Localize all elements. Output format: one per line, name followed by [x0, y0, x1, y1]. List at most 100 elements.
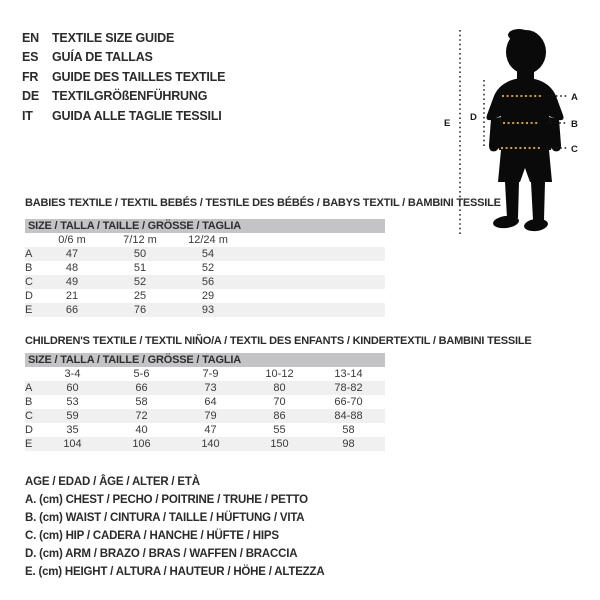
- cell: 50: [133, 248, 147, 260]
- lang-row-fr: FR GUIDE DES TAILLES TEXTILE: [22, 68, 225, 87]
- table-row: C 59 72 79 86 84-88: [25, 409, 385, 423]
- figure-label-e: E: [444, 118, 450, 129]
- language-title-list: EN TEXTILE SIZE GUIDE ES GUÍA DE TALLAS …: [22, 29, 225, 126]
- cell: 48: [65, 262, 79, 274]
- corner-cell: [25, 233, 38, 247]
- cell: 40: [135, 424, 148, 436]
- cell: 80: [273, 382, 286, 394]
- table-row: D 21 25 29: [25, 289, 385, 303]
- table-row: C 49 52 56: [25, 275, 385, 289]
- babies-table-block: SIZE / TALLA / TAILLE / GRÖSSE / TAGLIA …: [25, 219, 385, 317]
- cell: 54: [201, 248, 215, 260]
- children-col-header: 7-9: [176, 367, 245, 381]
- children-col-header: 5-6: [107, 367, 176, 381]
- filler-cell: [242, 303, 385, 317]
- lang-code: DE: [22, 89, 39, 104]
- cell: 150: [270, 438, 289, 450]
- children-col-header: 13-14: [314, 367, 383, 381]
- lang-row-es: ES GUÍA DE TALLAS: [22, 48, 225, 67]
- table-row: E 66 76 93: [25, 303, 385, 317]
- lang-title: TEXTILGRÖßENFÜHRUNG: [52, 89, 208, 104]
- table-row: B 48 51 52: [25, 261, 385, 275]
- filler-cell: [383, 409, 385, 423]
- child-silhouette-icon: [486, 29, 564, 232]
- cell: 64: [204, 396, 217, 408]
- children-col-header: 10-12: [245, 367, 314, 381]
- filler-cell: [242, 247, 385, 261]
- cell: 53: [66, 396, 79, 408]
- cell: 55: [273, 424, 286, 436]
- lang-row-it: IT GUIDA ALLE TAGLIE TESSILI: [22, 107, 225, 126]
- cell: 79: [204, 410, 217, 422]
- cell: 51: [133, 262, 147, 274]
- cell: 29: [201, 290, 215, 302]
- cell: 84-88: [334, 410, 363, 422]
- row-label: B: [25, 262, 33, 274]
- row-label: C: [25, 410, 33, 422]
- figure-label-a: A: [571, 92, 578, 103]
- babies-col-header: 0/6 m: [38, 233, 106, 247]
- corner-cell: [25, 367, 38, 381]
- lang-code: EN: [22, 31, 39, 45]
- cell: 86: [273, 410, 286, 422]
- filler-cell: [242, 233, 385, 247]
- lang-title: GUIDA ALLE TAGLIE TESSILI: [52, 108, 222, 123]
- lang-row-de: DE TEXTILGRÖßENFÜHRUNG: [22, 87, 225, 106]
- cell: 52: [201, 262, 215, 274]
- children-size-table: 3-4 5-6 7-9 10-12 13-14 A 60 66 73 80 78…: [25, 367, 385, 451]
- legend-item-height: E. (cm) HEIGHT / ALTURA / HAUTEUR / HÖHE…: [25, 566, 325, 578]
- table-row: A 47 50 54: [25, 247, 385, 261]
- filler-cell: [242, 289, 385, 303]
- legend-item-chest: A. (cm) CHEST / PECHO / POITRINE / TRUHE…: [25, 494, 308, 506]
- filler-cell: [383, 367, 385, 381]
- babies-col-header: 12/24 m: [174, 233, 242, 247]
- table-row: D 35 40 47 55 58: [25, 423, 385, 437]
- babies-col-header: 7/12 m: [106, 233, 174, 247]
- lang-code: FR: [22, 69, 39, 84]
- row-label: E: [25, 304, 33, 316]
- cell: 59: [66, 410, 79, 422]
- cell: 106: [132, 438, 151, 450]
- filler-cell: [383, 423, 385, 437]
- cell: 76: [133, 304, 147, 316]
- lang-title: GUIDE DES TAILLES TEXTILE: [52, 69, 226, 84]
- cell: 21: [65, 290, 79, 302]
- children-col-header: 3-4: [38, 367, 107, 381]
- row-label: A: [25, 248, 33, 260]
- cell: 49: [65, 276, 79, 288]
- babies-section-title: BABIES TEXTILE / TEXTIL BEBÉS / TESTILE …: [25, 197, 501, 209]
- filler-cell: [242, 261, 385, 275]
- filler-cell: [383, 381, 385, 395]
- figure-label-c: C: [571, 144, 578, 155]
- cell: 60: [66, 382, 79, 394]
- cell: 66-70: [334, 396, 363, 408]
- child-measurement-figure: A B C D E: [444, 29, 578, 237]
- children-section-title: CHILDREN'S TEXTILE / TEXTIL NIÑO/A / TEX…: [25, 335, 532, 347]
- row-label: D: [25, 290, 33, 302]
- cell: 98: [342, 438, 355, 450]
- cell: 66: [65, 304, 79, 316]
- table-row: B 53 58 64 70 66-70: [25, 395, 385, 409]
- cell: 72: [135, 410, 148, 422]
- lang-code: IT: [22, 108, 33, 123]
- cell: 58: [135, 396, 148, 408]
- measurement-legend: AGE / EDAD / ÂGE / ALTER / ETÀ A. (cm) C…: [25, 473, 325, 581]
- babies-size-bar: SIZE / TALLA / TAILLE / GRÖSSE / TAGLIA: [25, 219, 385, 233]
- lang-code: ES: [22, 50, 39, 65]
- cell: 104: [63, 438, 82, 450]
- legend-item-hip: C. (cm) HIP / CADERA / HANCHE / HÜFTE / …: [25, 530, 279, 542]
- cell: 25: [133, 290, 147, 302]
- lang-title: GUÍA DE TALLAS: [52, 50, 153, 65]
- figure-label-b: B: [571, 119, 578, 130]
- babies-size-table: 0/6 m 7/12 m 12/24 m A 47 50 54 B 48 5: [25, 233, 385, 317]
- children-header-row: 3-4 5-6 7-9 10-12 13-14: [25, 367, 385, 381]
- cell: 56: [201, 276, 215, 288]
- row-label: A: [25, 382, 33, 394]
- legend-item-arm: D. (cm) ARM / BRAZO / BRAS / WAFFEN / BR…: [25, 548, 298, 560]
- cell: 73: [204, 382, 217, 394]
- children-size-bar: SIZE / TALLA / TAILLE / GRÖSSE / TAGLIA: [25, 353, 385, 367]
- cell: 47: [65, 248, 79, 260]
- row-label: B: [25, 396, 33, 408]
- row-label: E: [25, 438, 33, 450]
- cell: 140: [201, 438, 220, 450]
